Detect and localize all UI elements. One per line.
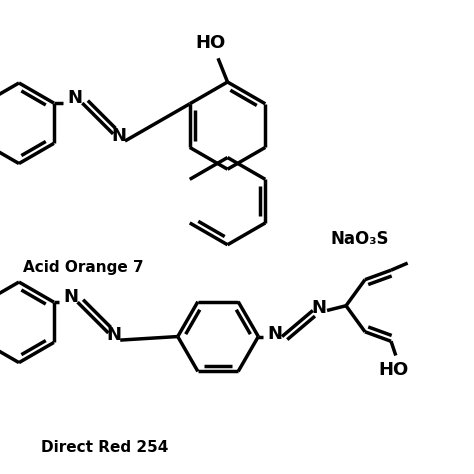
Text: HO: HO [378, 361, 409, 379]
Text: N: N [311, 299, 326, 317]
Text: N: N [63, 289, 78, 306]
Text: Direct Red 254: Direct Red 254 [41, 440, 168, 456]
Text: N: N [267, 325, 283, 343]
Text: N: N [107, 327, 121, 344]
Text: N: N [68, 90, 82, 107]
Text: HO: HO [196, 34, 226, 52]
Text: NaO₃S: NaO₃S [331, 230, 390, 248]
Text: Acid Orange 7: Acid Orange 7 [23, 260, 143, 275]
Text: N: N [111, 128, 126, 145]
